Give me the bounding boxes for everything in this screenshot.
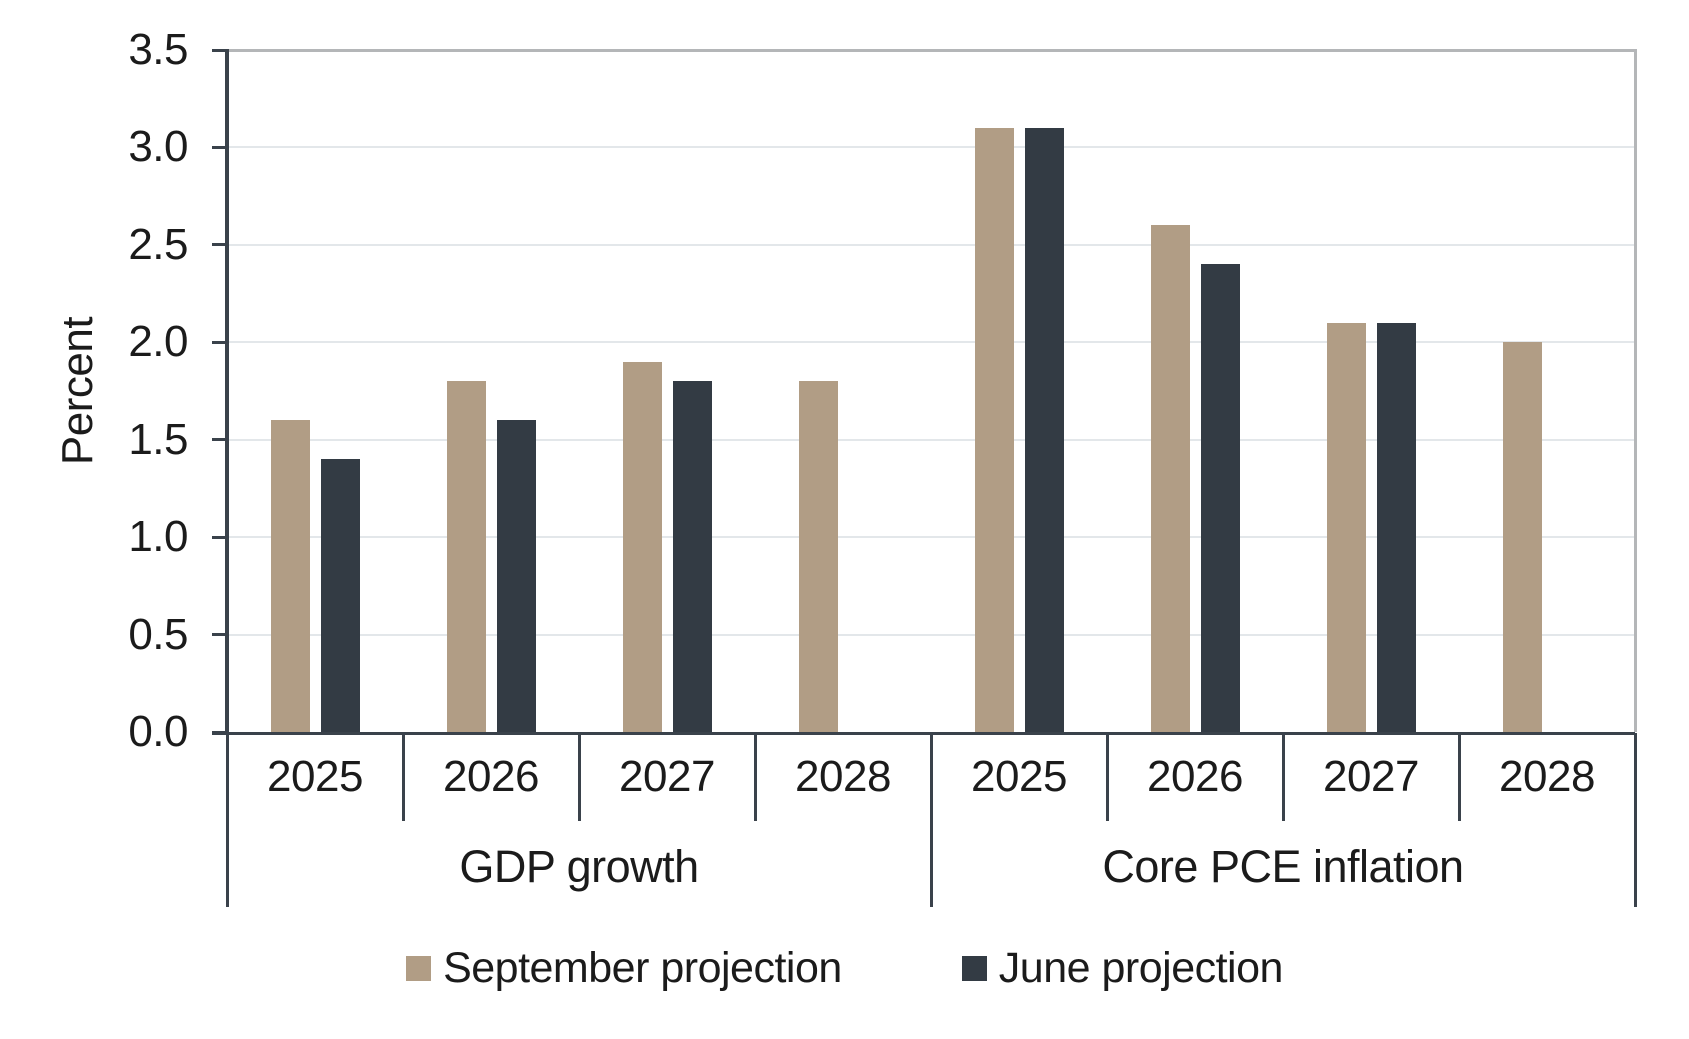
y-axis-tick (212, 535, 227, 539)
y-tick-label: 1.5 (128, 414, 188, 464)
year-label: 2026 (443, 752, 539, 801)
legend-label-june: June projection (998, 943, 1284, 992)
gridline (227, 536, 1635, 539)
bar-june-pce-2027 (1377, 322, 1416, 732)
y-axis-tick (212, 243, 227, 247)
bar-september-pce-2028 (1503, 342, 1542, 732)
group-boundary (1633, 733, 1637, 907)
year-label: 2028 (1499, 752, 1595, 801)
legend-label-september: September projection (443, 943, 842, 992)
year-label: 2026 (1147, 752, 1243, 801)
year-separator (1105, 733, 1109, 821)
year-label: 2027 (1323, 752, 1419, 801)
gridline (227, 633, 1635, 636)
y-tick-label: 0.5 (128, 609, 188, 659)
legend-item-june: June projection (961, 943, 1284, 993)
year-separator (577, 733, 581, 821)
y-tick-label: 1.0 (128, 512, 188, 562)
plot-right-border (1634, 50, 1637, 732)
legend: September projection June projection (0, 938, 1689, 998)
y-tick-label: 2.5 (128, 219, 188, 269)
bar-june-pce-2025 (1025, 127, 1064, 732)
bar-september-pce-2026 (1151, 225, 1190, 732)
x-axis-line (212, 732, 1635, 735)
year-label: 2028 (795, 752, 891, 801)
year-separator (401, 733, 405, 821)
legend-item-september: September projection (406, 944, 842, 993)
year-separator (1281, 733, 1285, 821)
year-label: 2027 (619, 752, 715, 801)
y-tick-label: 0.0 (128, 707, 188, 756)
year-separator (1457, 733, 1461, 821)
bar-september-gdp-2026 (447, 381, 486, 732)
group-boundary (225, 733, 229, 907)
year-label: 2025 (971, 752, 1067, 801)
y-tick-label: 3.5 (128, 25, 188, 74)
y-tick-label: 3.0 (128, 122, 188, 172)
year-label: 2025 (267, 752, 363, 801)
y-axis-tick (212, 340, 227, 344)
bar-june-gdp-2025 (321, 459, 360, 732)
gridline (227, 438, 1635, 441)
gridline (227, 243, 1635, 246)
group-label-gdp: GDP growth (459, 841, 699, 892)
y-tick-label: 2.0 (128, 317, 188, 367)
bar-september-pce-2025 (975, 127, 1014, 732)
bar-june-pce-2026 (1201, 264, 1240, 732)
bar-june-gdp-2027 (673, 381, 712, 732)
plot-top-border (227, 49, 1637, 52)
y-axis-tick (212, 438, 227, 442)
legend-swatch-september-icon (406, 955, 432, 981)
y-axis-line (225, 49, 229, 732)
y-axis-tick (212, 48, 227, 52)
group-boundary (929, 733, 933, 907)
y-axis-tick (212, 633, 227, 637)
bar-september-gdp-2028 (799, 381, 838, 732)
gridline (227, 341, 1635, 344)
bar-september-gdp-2027 (623, 361, 662, 732)
gridline (227, 146, 1635, 149)
legend-swatch-june-icon (961, 955, 987, 981)
bar-september-pce-2027 (1327, 322, 1366, 732)
group-label-pce: Core PCE inflation (1102, 841, 1464, 892)
bar-june-gdp-2026 (497, 420, 536, 732)
bar-september-gdp-2025 (271, 420, 310, 732)
year-separator (753, 733, 757, 821)
y-axis-tick (212, 145, 227, 149)
